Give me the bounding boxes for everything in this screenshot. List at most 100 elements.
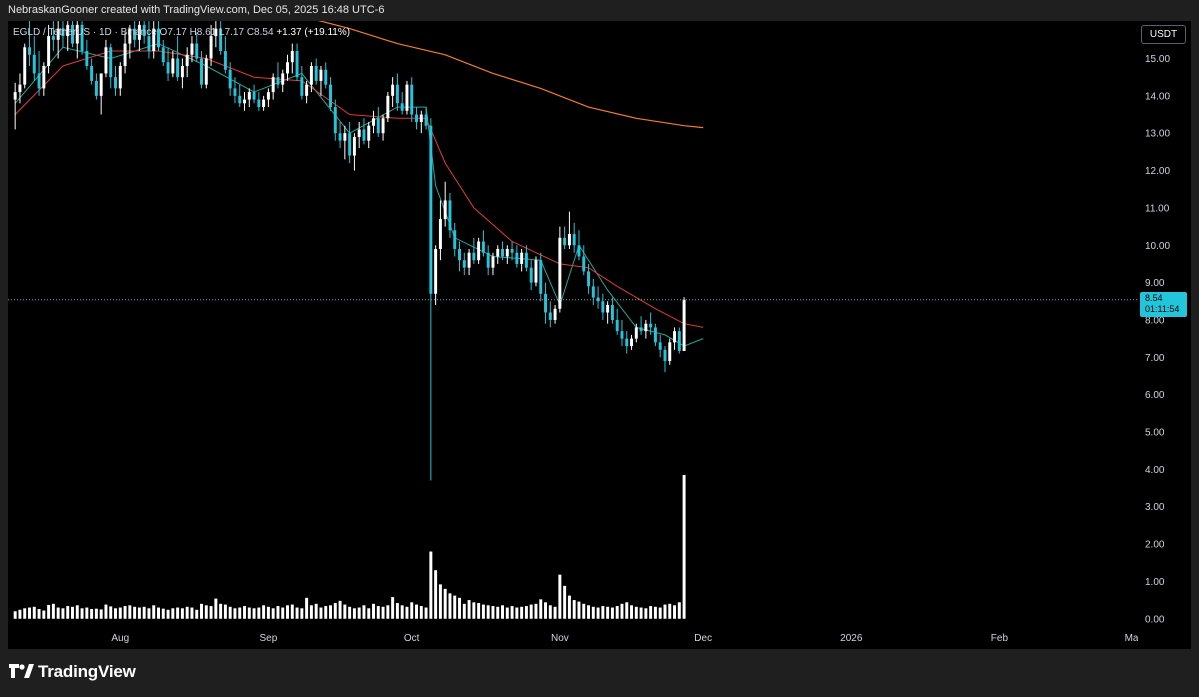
volume-bar <box>329 605 332 619</box>
time-tick-label: Sep <box>260 633 278 644</box>
price-axis[interactable]: 0.00 1.00 2.00 3.00 4.00 5.00 6.00 7.00 8.00 9.00… <box>1138 21 1191 627</box>
volume-bar <box>190 607 194 619</box>
volume-bar <box>448 593 452 619</box>
candle <box>434 245 438 306</box>
candle <box>66 21 70 52</box>
candle <box>223 36 227 74</box>
volume-bar <box>434 570 438 619</box>
candle <box>438 200 442 261</box>
candle-body <box>673 331 677 343</box>
candle <box>410 77 414 122</box>
volume-bar <box>90 609 94 619</box>
candle <box>305 80 309 104</box>
candle <box>419 110 423 134</box>
candle <box>496 245 500 264</box>
candle-body <box>429 125 433 294</box>
candle-body <box>458 248 461 261</box>
price-chart-svg[interactable] <box>8 21 1138 627</box>
candle-body <box>610 305 614 320</box>
volume-bar <box>104 604 108 619</box>
price-tick-label: 7.00 <box>1145 353 1165 364</box>
candle <box>104 39 108 78</box>
candle <box>47 24 51 74</box>
candle-body <box>372 118 375 126</box>
candle <box>13 82 17 130</box>
currency-badge[interactable]: USDT <box>1141 25 1186 44</box>
volume-bar <box>534 603 538 619</box>
candle-body <box>123 43 127 66</box>
candle-body <box>343 133 347 141</box>
volume-bar <box>109 606 113 619</box>
candle <box>553 305 557 324</box>
footer <box>0 649 1199 697</box>
candle-body <box>424 114 428 126</box>
candle <box>28 21 31 66</box>
candle-body <box>228 69 232 89</box>
candle-body <box>37 73 41 89</box>
candle <box>32 36 36 81</box>
candle-body <box>109 47 113 78</box>
volume-bar <box>515 607 519 619</box>
candle-body <box>61 28 65 37</box>
legend-change: +1.37 (+19.11%) <box>276 27 351 38</box>
volume-bar <box>472 602 476 619</box>
volume-bar <box>634 606 638 619</box>
candle <box>524 245 528 272</box>
candle <box>668 338 672 365</box>
candle <box>204 54 208 89</box>
volume-bar <box>209 606 213 619</box>
candle-body <box>419 114 423 122</box>
price-tick-label: 13.00 <box>1145 129 1170 140</box>
candle <box>319 65 323 96</box>
candle-body <box>501 248 504 257</box>
volume-bar <box>677 602 681 619</box>
candle <box>290 43 294 74</box>
candle-body <box>329 84 332 108</box>
volume-bar <box>66 606 70 619</box>
candle-body <box>376 118 380 134</box>
price-axis-svg: 0.00 1.00 2.00 3.00 4.00 5.00 6.00 7.00 8.00 9.00… <box>1145 54 1170 625</box>
candle-body <box>305 84 309 96</box>
candle-body <box>591 286 595 298</box>
candle <box>505 245 509 264</box>
price-tick-label: 8.00 <box>1145 315 1165 326</box>
volume-bar <box>238 607 242 619</box>
candle-body <box>663 349 667 362</box>
candle-body <box>443 200 447 220</box>
volume-bar <box>467 600 471 619</box>
candle <box>338 121 342 149</box>
chart-area[interactable] <box>8 21 1138 627</box>
time-axis[interactable]: Aug Sep Oct Nov Dec 2026 Feb Mar <box>8 627 1138 649</box>
bar-countdown: 01:11:54 <box>1145 304 1180 314</box>
volume-bar <box>243 606 246 619</box>
tradingview-brand[interactable]: TradingView <box>38 662 136 681</box>
volume-bar <box>147 608 151 619</box>
candle <box>94 73 98 100</box>
time-tick-label: Aug <box>111 633 129 644</box>
candle <box>510 241 514 261</box>
candle-body <box>223 51 227 70</box>
volume-bar <box>539 599 543 619</box>
volume-bar <box>372 603 375 619</box>
volume-bar <box>295 607 299 619</box>
candle <box>75 21 79 59</box>
volume-bar <box>395 603 399 619</box>
volume-bar <box>247 607 251 619</box>
candle <box>577 230 581 261</box>
volume-bar <box>639 607 643 619</box>
candle <box>185 47 189 78</box>
candle-body <box>319 69 323 81</box>
volume-bar <box>338 600 342 619</box>
volume-bar <box>281 607 285 619</box>
volume-bar <box>644 608 648 619</box>
candle-body <box>176 58 180 78</box>
candle <box>118 62 122 96</box>
volume-bar <box>276 606 280 619</box>
candle <box>548 301 552 328</box>
candle-body <box>286 62 289 74</box>
price-tick-label: 14.00 <box>1145 91 1170 102</box>
candle-body <box>587 271 591 287</box>
tradingview-logo-icon[interactable] <box>9 664 35 682</box>
volume-bar <box>352 608 356 619</box>
candle <box>61 21 65 48</box>
